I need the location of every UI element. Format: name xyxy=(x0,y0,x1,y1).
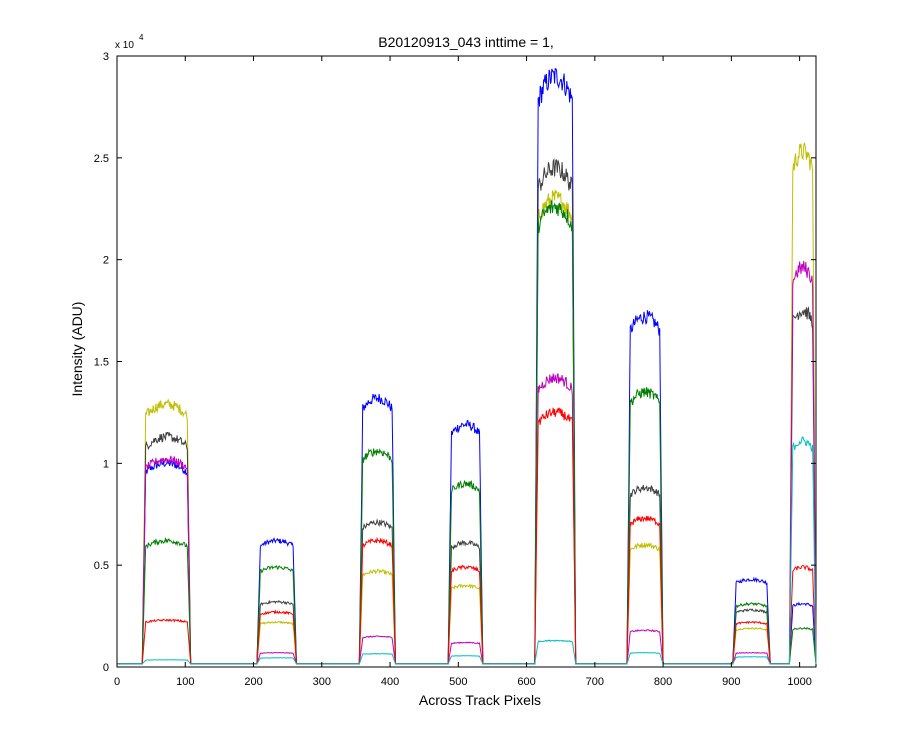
y-axis-label: Intensity (ADU) xyxy=(69,302,85,397)
chart-title: B20120913_043 inttime = 1, xyxy=(378,34,554,50)
x-tick-label: 700 xyxy=(586,676,604,688)
x-tick-label: 200 xyxy=(244,676,262,688)
y-tick-label: 0.5 xyxy=(94,560,109,572)
series-layer xyxy=(117,67,817,665)
x-tick-label: 900 xyxy=(722,676,740,688)
x-tick-label: 500 xyxy=(449,676,467,688)
plot-area: 0 100 200 300 400 500 600 700 800 900 1000 0 0.5 1 1.… xyxy=(94,51,817,688)
x-axis-ticks: 0 100 200 300 400 500 600 700 800 900 1000 xyxy=(114,56,812,688)
x-axis-label: Across Track Pixels xyxy=(419,692,541,708)
y-tick-label: 1 xyxy=(103,458,109,470)
y-tick-label: 2 xyxy=(103,255,109,267)
x-tick-label: 400 xyxy=(381,676,399,688)
axes-box xyxy=(116,55,817,668)
x-tick-label: 800 xyxy=(654,676,672,688)
y-axis-ticks: 0 0.5 1 1.5 2 2.5 3 xyxy=(94,51,816,674)
x-tick-label: 600 xyxy=(517,676,535,688)
y-multiplier-label: x 10 xyxy=(115,40,134,51)
y-tick-label: 1.5 xyxy=(94,357,109,369)
x-tick-label: 300 xyxy=(313,676,331,688)
y-tick-label: 3 xyxy=(103,51,109,63)
x-tick-label: 0 xyxy=(114,676,120,688)
y-tick-label: 0 xyxy=(103,662,109,674)
x-tick-label: 1000 xyxy=(787,676,811,688)
y-multiplier-exponent: 4 xyxy=(139,33,144,42)
y-tick-label: 2.5 xyxy=(94,153,109,165)
series-line-7 xyxy=(117,436,817,665)
x-tick-label: 100 xyxy=(176,676,194,688)
